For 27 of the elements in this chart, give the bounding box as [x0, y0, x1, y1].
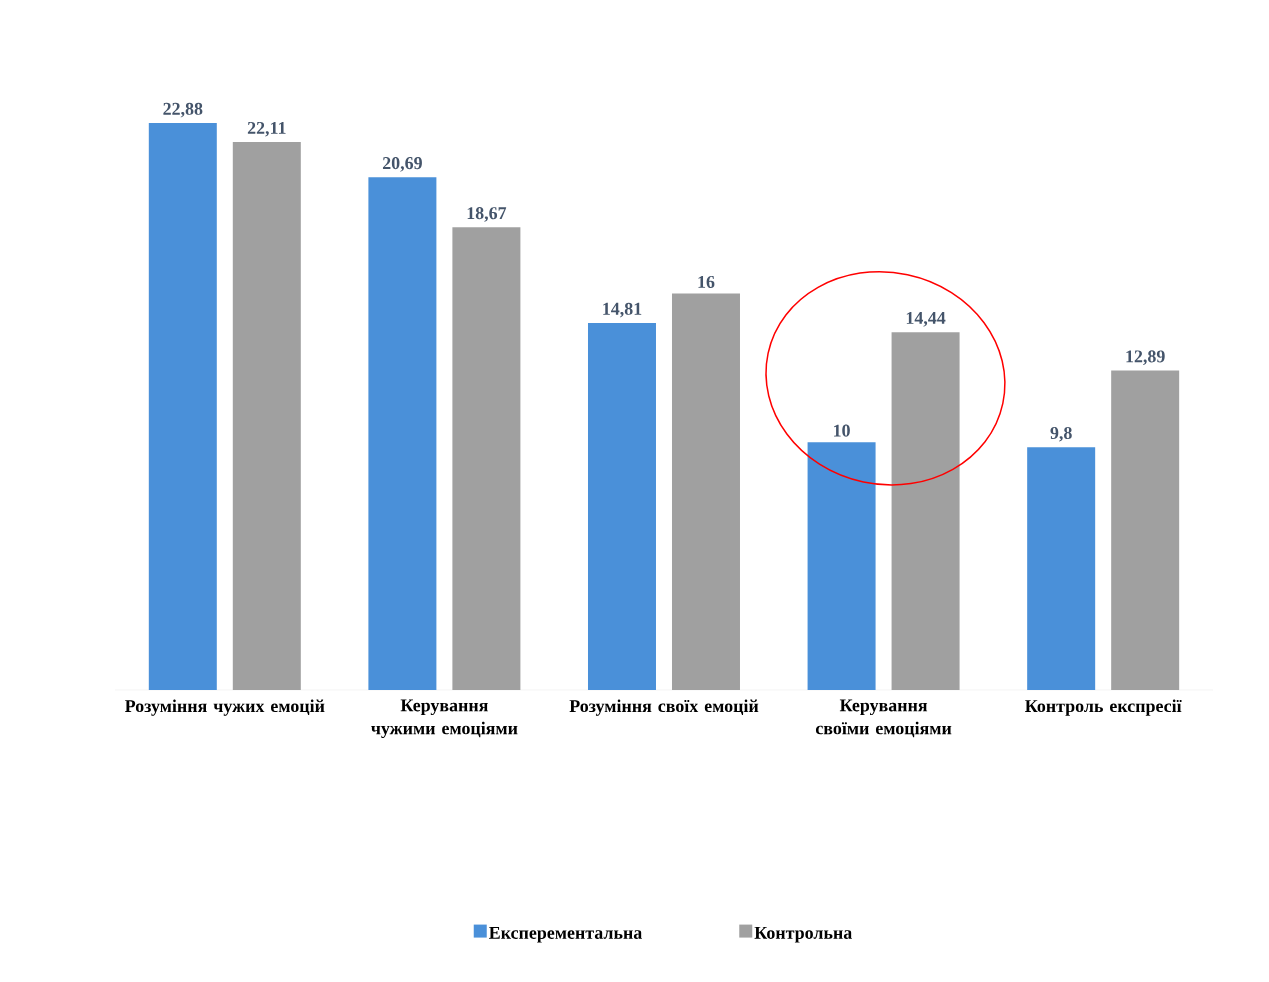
data-label: 18,67	[467, 207, 507, 222]
data-label: 20,69	[382, 157, 422, 172]
x-tick-label: Розуміння своїх емоцій	[569, 699, 759, 716]
bar	[587, 322, 656, 690]
data-label: 16	[698, 275, 715, 288]
bar	[671, 293, 740, 690]
data-label: 22,11	[247, 121, 286, 137]
bar	[1027, 447, 1096, 690]
x-tick-label: Керування чужими емоціями	[371, 699, 518, 739]
data-label: 9,8	[1050, 426, 1072, 442]
x-tick-label: Керування своїми емоціями	[815, 699, 952, 738]
data-label: 14,44	[906, 312, 946, 327]
bar	[232, 142, 301, 690]
bar	[148, 123, 217, 690]
legend-label: Контрольна	[754, 926, 852, 943]
x-tick-label: Розуміння чужих емоцій	[124, 699, 325, 716]
data-label: 22,88	[163, 102, 203, 118]
x-tick-label: Контроль експресії	[1025, 699, 1182, 716]
bar	[807, 442, 876, 690]
data-label: 10	[834, 424, 850, 437]
bar	[452, 227, 521, 690]
bar	[891, 332, 960, 690]
bar	[1111, 370, 1180, 690]
legend-label: Експерементальна	[489, 926, 642, 943]
bar	[368, 177, 437, 690]
data-label: 12,89	[1126, 350, 1165, 366]
data-label: 14,81	[603, 302, 642, 318]
